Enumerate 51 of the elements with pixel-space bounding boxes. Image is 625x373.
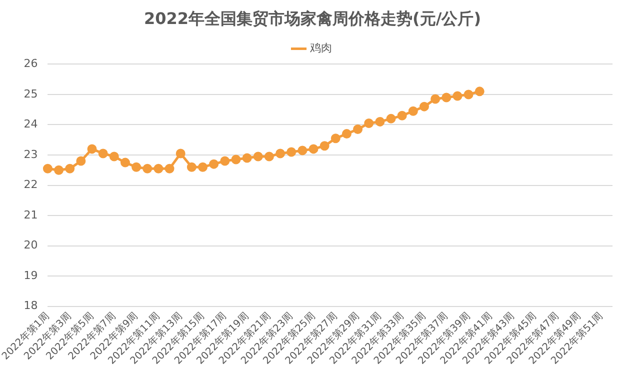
y-tick-label: 26 xyxy=(24,57,38,70)
point xyxy=(154,164,164,174)
point xyxy=(353,124,363,134)
point xyxy=(98,148,108,158)
y-tick-label: 21 xyxy=(24,208,38,222)
point xyxy=(286,147,296,157)
point xyxy=(65,164,75,174)
point xyxy=(264,152,274,162)
point xyxy=(442,92,452,102)
point xyxy=(231,154,241,164)
point xyxy=(386,114,396,124)
y-tick-label: 22 xyxy=(24,178,38,192)
y-tick-label: 25 xyxy=(24,87,38,100)
legend-label: 鸡肉 xyxy=(308,42,332,55)
point xyxy=(132,162,142,172)
point xyxy=(120,158,130,168)
point xyxy=(186,162,196,172)
point xyxy=(342,129,352,139)
point xyxy=(430,94,440,104)
point xyxy=(242,153,252,163)
point xyxy=(298,146,308,156)
point xyxy=(308,144,318,154)
y-tick-label: 19 xyxy=(24,268,38,282)
y-tick-label: 18 xyxy=(24,299,38,312)
point xyxy=(220,156,230,166)
point xyxy=(76,156,86,166)
point xyxy=(209,159,219,169)
y-tick-label: 24 xyxy=(24,118,38,131)
point xyxy=(320,141,330,151)
point xyxy=(375,116,385,126)
point xyxy=(109,152,119,162)
point xyxy=(176,148,186,158)
point xyxy=(87,144,97,154)
point xyxy=(474,86,484,96)
point xyxy=(408,106,418,116)
point xyxy=(276,148,286,158)
point xyxy=(42,164,52,174)
y-tick-label: 20 xyxy=(24,238,38,252)
y-tick-label: 23 xyxy=(24,148,38,161)
chart-title: 2022年全国集贸市场家禽周价格走势(元/公斤) xyxy=(144,8,481,28)
point xyxy=(364,118,374,128)
point xyxy=(253,152,263,162)
point xyxy=(164,164,174,174)
point xyxy=(330,134,340,144)
point xyxy=(419,102,429,112)
point xyxy=(452,91,462,101)
point xyxy=(464,90,474,100)
point xyxy=(142,164,152,174)
point xyxy=(397,110,407,120)
point xyxy=(54,165,64,175)
point xyxy=(198,162,208,172)
